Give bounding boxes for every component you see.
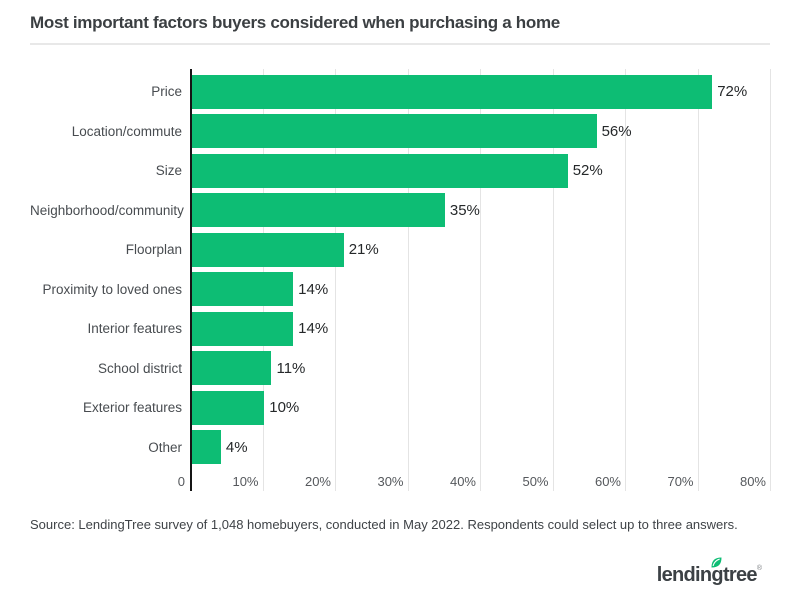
x-tick-label: 30% [375,474,404,489]
x-tick-label: 40% [447,474,476,489]
bar [192,272,294,307]
bar [192,153,568,188]
gridline [552,69,554,491]
bar-track: 4% [192,430,770,465]
value-label: 52% [572,162,603,180]
value-label: 11% [276,359,306,377]
x-tick-label: 0 [175,474,185,489]
bar [192,74,713,109]
x-tick-label: 60% [592,474,621,489]
value-label: 14% [298,280,329,298]
bar-row: Neighborhood/community 35% [30,191,770,231]
bar-row: Proximity to loved ones 14% [30,270,770,310]
title-divider [30,43,770,45]
bar-track: 35% [192,193,770,228]
bar-row: Interior features 14% [30,309,770,349]
category-label: Price [151,84,182,100]
gridline [407,69,409,491]
bar-track: 56% [192,114,770,149]
category-label: School district [97,360,182,376]
bar-rows: Price 72% Location/commute 56% Size 52% Neighb… [30,72,770,467]
category-label: Neighborhood/community [30,202,184,218]
source-note: Source: LendingTree survey of 1,048 home… [30,517,738,532]
category-label: Interior features [87,321,182,337]
x-tick-label: 50% [520,474,549,489]
x-tick-label: 70% [665,474,694,489]
gridline [770,69,771,491]
leaf-icon [711,557,722,568]
bar [192,311,294,346]
bar-row: Exterior features 10% [30,388,770,428]
value-label: 56% [601,122,632,140]
bar-row: Location/commute 56% [30,112,770,152]
x-tick-label: 80% [737,474,766,489]
bar [192,430,221,465]
category-label: Location/commute [71,123,182,139]
bar-track: 21% [192,232,770,267]
bar-track: 10% [192,390,770,425]
lendingtree-logo: lendingtree® [656,557,762,586]
chart-title: Most important factors buyers considered… [30,13,560,32]
bar [192,232,344,267]
gridline [625,69,626,491]
bar-chart: Price 72% Location/commute 56% Size 52% Neighb… [30,69,771,491]
logo-text: lendingtree [656,564,758,586]
bar-row: Other 4% [30,428,770,468]
category-label: Exterior features [82,400,182,416]
category-label: Proximity to loved ones [42,281,182,297]
gridline [697,69,699,491]
value-label: 21% [348,241,379,259]
category-label: Other [148,439,182,455]
bar-track: 14% [192,311,770,346]
value-label: 4% [225,438,248,456]
gridline [335,69,336,491]
logo-trademark: ® [756,565,762,572]
bar-row: Price 72% [30,72,770,112]
value-label: 72% [717,83,748,101]
bar [192,390,265,425]
bar [192,351,272,386]
bar-row: Floorplan 21% [30,230,770,270]
bar-row: School district 11% [30,349,770,389]
bar-track: 11% [192,351,770,386]
bar-track: 52% [192,153,770,188]
x-tick-label: 20% [302,474,331,489]
bar-row: Size 52% [30,151,770,191]
x-tick-label: 10% [230,474,259,489]
x-axis-ticks: 0 10% 20% 30% 40% 50% 60% 70% 80% [175,469,770,491]
category-label: Size [155,163,182,179]
y-axis-line [190,69,192,491]
bar [192,193,445,228]
gridline [480,69,481,491]
value-label: 35% [449,201,480,219]
value-label: 10% [269,399,300,417]
value-label: 14% [298,320,329,338]
bar-track: 72% [192,74,770,109]
category-label: Floorplan [125,242,182,258]
bar-track: 14% [192,272,770,307]
bar [192,114,597,149]
